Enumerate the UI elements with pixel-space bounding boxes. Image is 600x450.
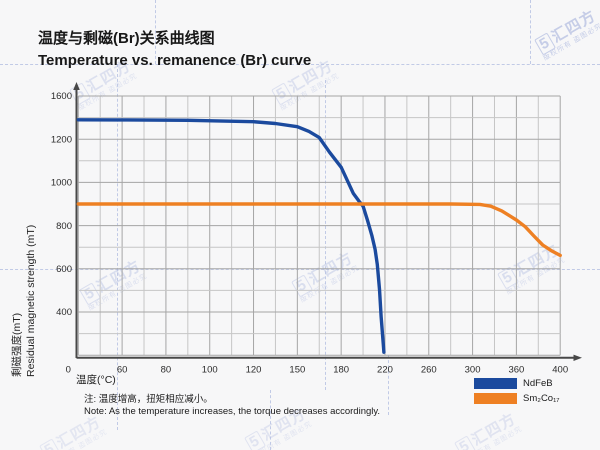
legend-swatch-smco: [474, 392, 517, 404]
x-axis-title: 温度(°C): [76, 374, 116, 386]
x-tick-label: 120: [246, 365, 262, 376]
legend: NdFeB Sm₂Co₁₇: [474, 376, 560, 406]
legend-item-ndfeb: NdFeB: [474, 376, 560, 390]
y-tick-label: 1000: [51, 178, 72, 189]
y-axis-arrow-icon: [73, 82, 80, 90]
x-tick-label: 150: [289, 365, 305, 376]
x-tick-label: 100: [202, 365, 218, 376]
legend-item-smco: Sm₂Co₁₇: [474, 391, 560, 405]
x-tick-label: 0: [66, 365, 71, 376]
note-block: 注: 温度增高，扭矩相应减小。 Note: As the temperature…: [84, 394, 380, 418]
legend-label-ndfeb: NdFeB: [523, 377, 553, 389]
series-curve-smco: [76, 202, 562, 258]
x-tick-label: 80: [161, 365, 172, 376]
series-curve-ndfeb: [76, 118, 386, 354]
y-tick-label: 1200: [51, 134, 72, 145]
x-tick-label: 300: [465, 365, 481, 376]
legend-label-smco: Sm₂Co₁₇: [523, 392, 560, 404]
note-zh: 注: 温度增高，扭矩相应减小。: [84, 394, 213, 405]
x-tick-label: 180: [333, 365, 349, 376]
y-tick-label: 800: [56, 221, 72, 232]
x-tick-label: 400: [552, 365, 568, 376]
legend-swatch-ndfeb: [474, 377, 517, 389]
y-tick-label: 1600: [51, 91, 72, 102]
x-tick-label: 60: [117, 365, 128, 376]
x-tick-label: 360: [508, 365, 524, 376]
chart-title-zh: 温度与剩磁(Br)关系曲线图: [38, 30, 215, 47]
y-tick-label: 400: [56, 307, 72, 318]
y-tick-label: 600: [56, 264, 72, 275]
x-tick-label: 220: [377, 365, 393, 376]
chart-title-en: Temperature vs. remanence (Br) curve: [38, 52, 312, 69]
x-axis-arrow-icon: [573, 354, 582, 361]
chart-title-block: 温度与剩磁(Br)关系曲线图 Temperature vs. remanence…: [38, 28, 311, 72]
note-en: Note: As the temperature increases, the …: [84, 406, 381, 417]
x-tick-label: 260: [421, 365, 437, 376]
